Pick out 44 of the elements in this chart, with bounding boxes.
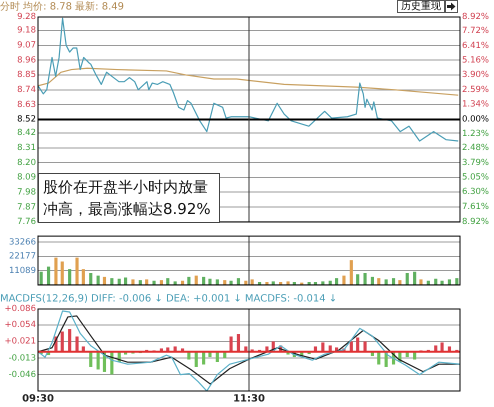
y-tick-label: +0.086 [4, 304, 36, 314]
y-tick-label: 8.09 [17, 172, 36, 183]
y-tick-label: 7.76 [17, 217, 36, 228]
y-tick-label: 7.87 [17, 202, 36, 212]
y-tick-label: 8.31 [17, 142, 36, 153]
y-tick-label: -0.013 [8, 353, 36, 364]
x-tick-label: 11:30 [233, 394, 265, 405]
y2-tick-label: 8.92% [462, 217, 490, 228]
y-tick-label: 8.42 [17, 128, 36, 138]
y2-tick-label: 2.48% [462, 143, 490, 154]
y2-tick-label: 3.90% [462, 70, 490, 80]
y2-tick-label: 1.23% [462, 128, 490, 139]
y-tick-label: 8.96 [17, 55, 36, 66]
text: 历史重现 [397, 0, 445, 13]
y2-tick-label: 0.00% [462, 114, 490, 125]
y2-tick-label: 2.59% [462, 84, 490, 95]
y-tick-label: 8.85 [17, 70, 36, 80]
y2-tick-label: 7.61% [462, 202, 490, 212]
chart-title: 分时 均价: 8.78 最新: 8.49 [0, 0, 124, 13]
y2-tick-label: 6.41% [462, 41, 490, 52]
y-tick-label: +0.021 [4, 336, 36, 347]
y-tick-label: 7.98 [17, 187, 36, 198]
chart-title: MACDFS(12,26,9) DIFF: -0.006 ↓ DEA: +0.001 ↓ MACDFS: -0.014 ↓ [0, 294, 338, 305]
y2-tick-label: 8.92% [462, 12, 490, 22]
y2-tick-label: 7.72% [462, 26, 490, 36]
annotation: 股价在开盘半小时内放量冲高，最高涨幅达8.92% [38, 173, 220, 223]
y-tick-label: 8.63 [17, 100, 36, 110]
y-tick-label: 9.18 [17, 26, 36, 36]
y-tick-label: 9.07 [17, 40, 36, 51]
y-tick-label: 22177 [8, 252, 36, 262]
y2-tick-label: 5.16% [462, 55, 490, 66]
y-tick-label: 11089 [8, 266, 36, 276]
y2-tick-label: 3.79% [462, 158, 490, 168]
y-tick-label: 33266 [8, 237, 36, 248]
y-tick-label: 9.28 [17, 12, 36, 22]
y2-tick-label: 1.34% [462, 99, 490, 110]
y2-tick-label: 6.30% [462, 187, 490, 198]
y-tick-label: 8.20 [17, 158, 36, 168]
y2-tick-label: 5.05% [462, 172, 490, 183]
y-tick-label: -0.046 [8, 370, 36, 380]
x-tick-label: 09:30 [22, 394, 54, 405]
y-tick-label: 8.74 [17, 84, 36, 95]
y-tick-label: +0.054 [4, 320, 36, 330]
y-tick-label: 8.52 [17, 114, 36, 125]
